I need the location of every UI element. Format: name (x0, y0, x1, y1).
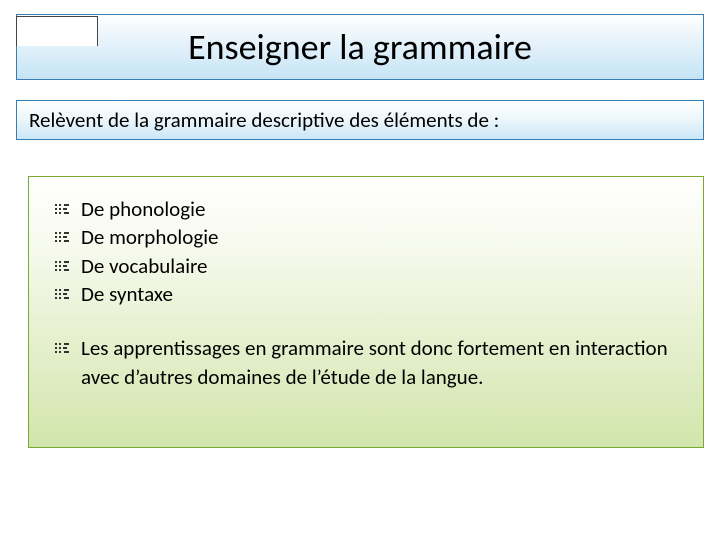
bullet-text: De vocabulaire (81, 253, 208, 279)
slide-title: Enseigner la grammaire (188, 29, 532, 65)
spacer (55, 308, 683, 334)
bullet-list-secondary: Les apprentissages en grammaire sont don… (55, 334, 683, 391)
content-box: De phonologie De morphologie De vocabula… (28, 176, 704, 448)
bullet-text: De morphologie (81, 224, 218, 250)
list-item: De syntaxe (55, 280, 683, 308)
slide-subtitle: Relèvent de la grammaire descriptive des… (29, 107, 499, 133)
bullet-text: Les apprentissages en grammaire sont don… (81, 335, 668, 389)
bullet-text: De syntaxe (81, 281, 173, 307)
list-item: De vocabulaire (55, 252, 683, 280)
title-tab-decoration (16, 16, 98, 46)
bullet-list: De phonologie De morphologie De vocabula… (55, 195, 683, 308)
subtitle-box: Relèvent de la grammaire descriptive des… (16, 100, 704, 140)
list-item: De morphologie (55, 223, 683, 251)
list-item: Les apprentissages en grammaire sont don… (55, 334, 683, 391)
list-item: De phonologie (55, 195, 683, 223)
title-box: Enseigner la grammaire (16, 14, 704, 80)
bullet-text: De phonologie (81, 196, 205, 222)
